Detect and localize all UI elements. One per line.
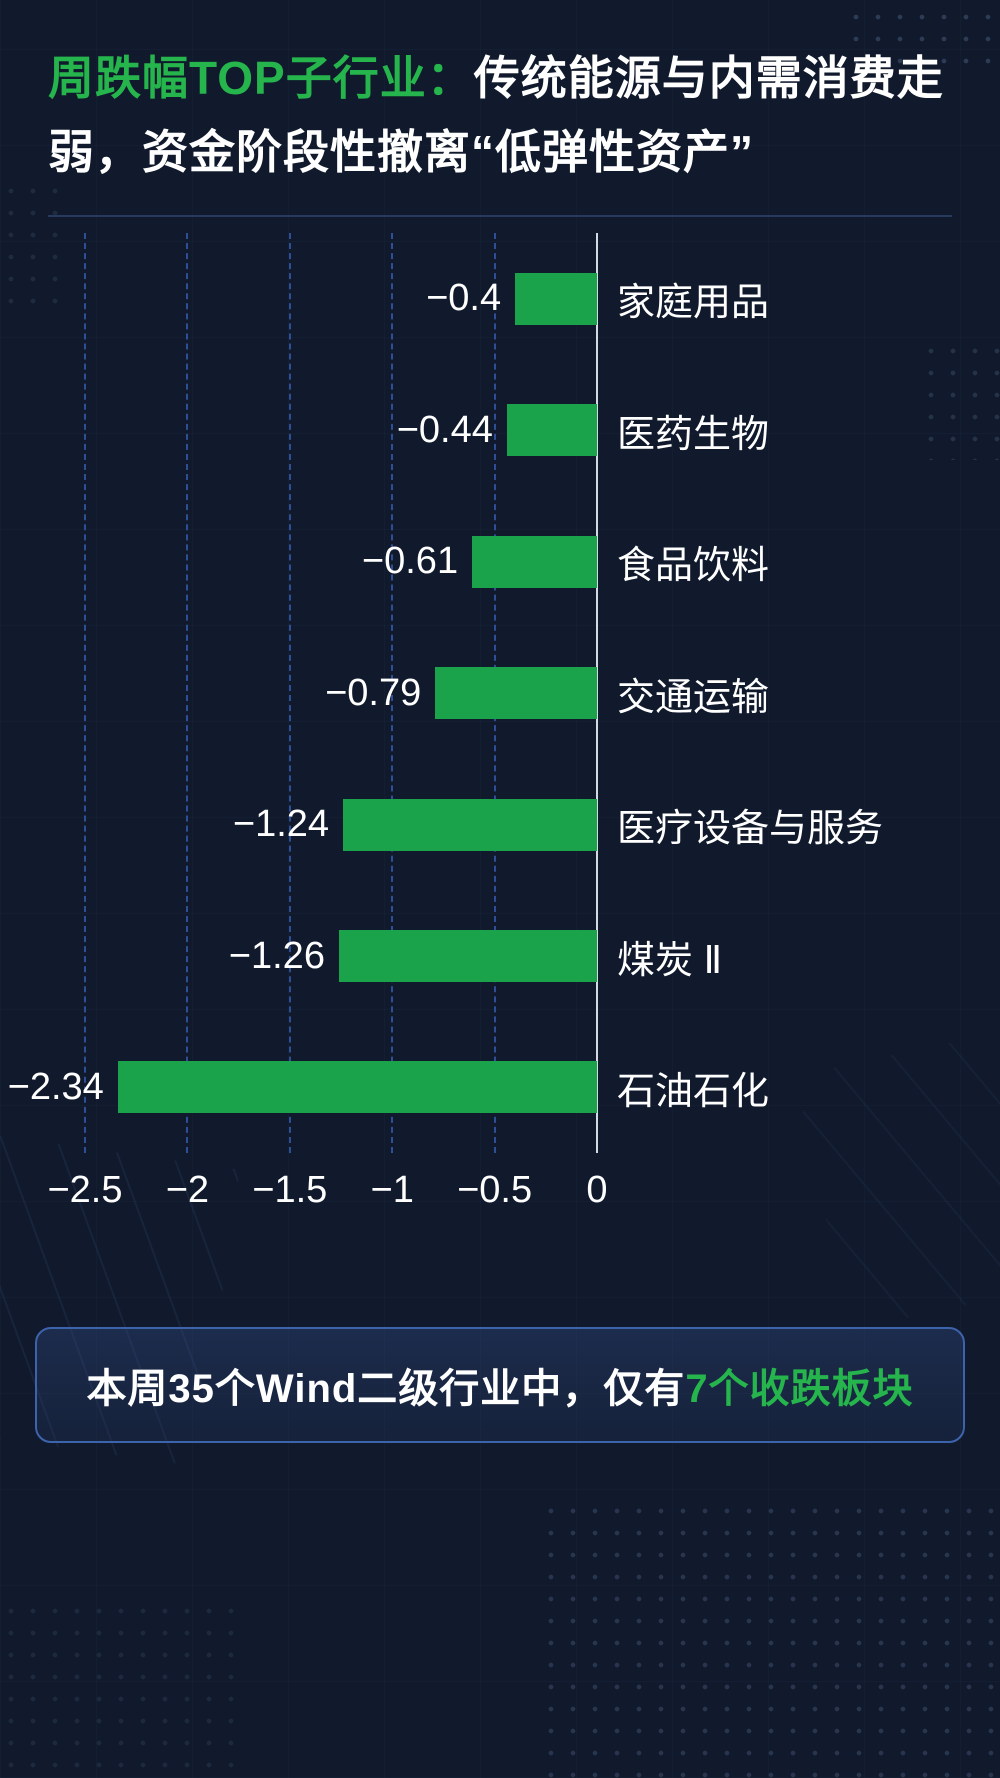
category-label: 食品饮料 [617,545,770,588]
x-axis: −2.5 −2 −1.5 −1 −0.5 0 [0,1161,1000,1235]
category-label: 交通运输 [617,676,770,719]
category-label: 石油石化 [617,1070,770,1113]
summary-banner: 本周35个Wind二级行业中，仅有 7个收跌板块 [35,1327,965,1444]
zero-axis-line [596,233,598,1154]
row-plot: −0.79 [85,667,597,720]
row-plot: −1.24 [85,798,597,851]
page-title-highlight: 周跌幅TOP子行业： [48,52,474,104]
bar [435,667,597,720]
gridline [186,233,189,1154]
bar-value-label: −1.24 [232,803,330,846]
category-label: 家庭用品 [617,282,770,325]
bar-value-label: −0.79 [325,671,422,714]
bar-value-label: −2.34 [7,1065,104,1108]
bar [117,1061,597,1114]
gridline [84,233,86,1154]
bar [506,404,597,457]
row-plot: −1.26 [85,930,597,982]
category-label: 医药生物 [617,413,770,456]
bar-value-label: −0.4 [426,277,502,320]
plot-rows: −0.4 家庭用品 −0.44 医药生物 −0.61 食品饮料 −0.79 交通运输 −1.24… [8,233,985,1153]
row-plot: −2.34 [8,1061,597,1114]
bar-value-label: −0.44 [396,408,493,451]
bar-value-label: −0.61 [361,540,459,583]
row-plot: −0.61 [85,535,597,588]
bar [472,535,597,588]
gridline [391,233,394,1154]
category-label: 医疗设备与服务 [617,808,884,851]
row-plot: −0.4 [85,272,597,325]
summary-highlight: 7个收跌板块 [685,1367,914,1412]
chart-row: −2.34 石油石化 [8,1022,985,1153]
page-title: 周跌幅TOP子行业：传统能源与内需消费走弱，资金阶段性撤离“低弹性资产” [0,0,1000,189]
bar-chart: −0.4 家庭用品 −0.44 医药生物 −0.61 食品饮料 −0.79 交通运输 −1.24… [0,233,1000,1154]
chart-row: −1.26 煤炭 Ⅱ [85,890,985,1021]
chart-row: −0.61 食品饮料 [85,496,985,627]
dot-cluster-decoration [0,1600,240,1778]
bar [343,798,597,851]
page-title-rest: 传统能源与内需消费走弱，资金阶段性撤离“低弹性资产” [48,52,944,178]
title-divider [48,215,952,218]
category-label: 煤炭 Ⅱ [617,939,723,982]
x-tick-label: −1 [370,1169,414,1212]
x-tick-label: −2.5 [47,1169,123,1212]
chart-row: −0.44 医药生物 [85,365,985,496]
chart-row: −0.4 家庭用品 [85,233,985,364]
x-tick-label: −1.5 [252,1169,328,1212]
x-ticks: −2.5 −2 −1.5 −1 −0.5 0 [47,1161,607,1235]
x-tick-label: −0.5 [457,1169,533,1212]
bar [515,272,597,325]
x-tick-label: −2 [165,1169,210,1212]
row-plot: −0.44 [85,404,597,457]
chart-row: −0.79 交通运输 [85,627,985,758]
gridline [288,233,291,1154]
summary-text: 本周35个Wind二级行业中，仅有 [86,1367,686,1412]
chart-row: −1.24 医疗设备与服务 [85,759,985,890]
x-tick-label: 0 [586,1169,608,1212]
bar-value-label: −1.26 [228,934,325,977]
bar [338,930,597,982]
dot-cluster-decoration [540,1500,1000,1778]
